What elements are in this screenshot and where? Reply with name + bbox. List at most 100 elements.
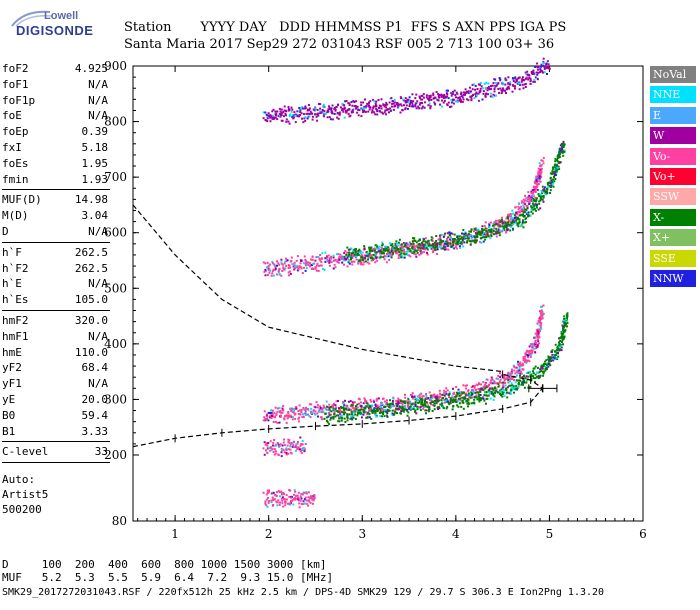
echo-point <box>320 264 323 267</box>
echo-point <box>446 400 449 403</box>
echo-point <box>311 498 314 501</box>
echo-point <box>308 107 311 110</box>
echo-point <box>396 412 398 415</box>
echo-point <box>319 107 322 110</box>
echo-point <box>303 117 306 120</box>
echo-point <box>385 255 388 258</box>
echo-point <box>471 88 474 91</box>
echo-point <box>352 411 355 414</box>
echo-point <box>558 161 561 164</box>
echo-point <box>475 94 478 97</box>
echo-point <box>429 244 432 247</box>
param-value: 68.4 <box>81 361 109 375</box>
auto-scaling-line: Auto: <box>2 473 36 487</box>
echo-point <box>443 399 446 401</box>
echo-point <box>500 374 503 377</box>
echo-point <box>367 407 370 410</box>
echo-point <box>540 327 543 330</box>
echo-point <box>556 157 559 159</box>
echo-point <box>452 398 455 401</box>
echo-point <box>351 401 354 404</box>
echo-point <box>351 109 354 112</box>
echo-point <box>487 390 490 393</box>
echo-point <box>527 350 530 353</box>
echo-point <box>414 403 417 406</box>
echo-point <box>503 223 506 226</box>
echo-point <box>326 255 328 258</box>
echo-point <box>459 394 462 397</box>
echo-point <box>487 389 490 392</box>
echo-point <box>483 225 486 228</box>
echo-point <box>413 395 416 398</box>
echo-point <box>399 412 402 415</box>
echo-point <box>273 498 276 501</box>
echo-point <box>305 261 308 264</box>
echo-point <box>524 199 527 202</box>
echo-point <box>306 112 309 115</box>
echo-point <box>276 410 279 413</box>
echo-point <box>550 183 553 186</box>
echo-point <box>539 198 542 201</box>
echo-point <box>402 400 405 403</box>
echo-point <box>462 91 465 94</box>
echo-point <box>270 409 273 412</box>
echo-point <box>444 397 447 400</box>
echo-point <box>493 224 496 227</box>
echo-point <box>525 375 528 378</box>
echo-point <box>427 410 430 413</box>
param-label: foEs <box>2 156 29 170</box>
echo-point <box>449 244 452 247</box>
echo-point <box>381 250 384 253</box>
echo-point <box>389 107 391 110</box>
echo-point <box>516 217 519 220</box>
echo-point <box>380 247 383 250</box>
echo-point <box>435 402 438 405</box>
echo-point <box>357 412 360 415</box>
echo-point <box>347 261 350 264</box>
echo-point <box>369 106 372 109</box>
echo-point <box>351 256 354 259</box>
echo-point <box>264 274 267 277</box>
echo-point <box>409 250 412 253</box>
echo-point <box>501 218 503 221</box>
echo-point <box>505 231 508 234</box>
echo-point <box>285 452 288 454</box>
echo-point <box>344 257 347 260</box>
param-value: 0.39 <box>81 125 109 139</box>
echo-point <box>505 217 508 220</box>
echo-point <box>376 406 379 409</box>
echo-point <box>452 405 455 407</box>
echo-point <box>476 236 479 239</box>
echo-point <box>325 112 328 115</box>
echo-point <box>529 355 532 358</box>
echo-point <box>421 395 424 398</box>
echo-point <box>299 495 302 498</box>
echo-point <box>356 403 359 406</box>
echo-point <box>416 408 419 411</box>
echo-point <box>480 241 483 244</box>
echo-point <box>424 409 427 412</box>
echo-point <box>427 239 430 242</box>
echo-point <box>411 247 414 250</box>
echo-point <box>287 274 290 277</box>
param-label: C-level <box>2 445 49 459</box>
echo-point <box>363 261 366 264</box>
echo-point <box>346 246 349 249</box>
echo-point <box>335 414 338 417</box>
echo-point <box>541 70 544 73</box>
echo-point <box>296 115 299 118</box>
echo-point <box>340 407 343 409</box>
echo-point <box>533 381 536 383</box>
echo-point <box>322 267 324 270</box>
echo-point <box>276 264 278 267</box>
echo-point <box>429 96 432 99</box>
echo-point <box>455 247 458 250</box>
echo-point <box>408 248 411 250</box>
echo-point <box>415 412 418 415</box>
echo-point <box>360 413 363 416</box>
echo-point <box>272 441 275 444</box>
echo-point <box>357 409 360 412</box>
echo-point <box>503 394 506 397</box>
echo-point <box>438 243 441 246</box>
echo-point <box>517 222 520 225</box>
